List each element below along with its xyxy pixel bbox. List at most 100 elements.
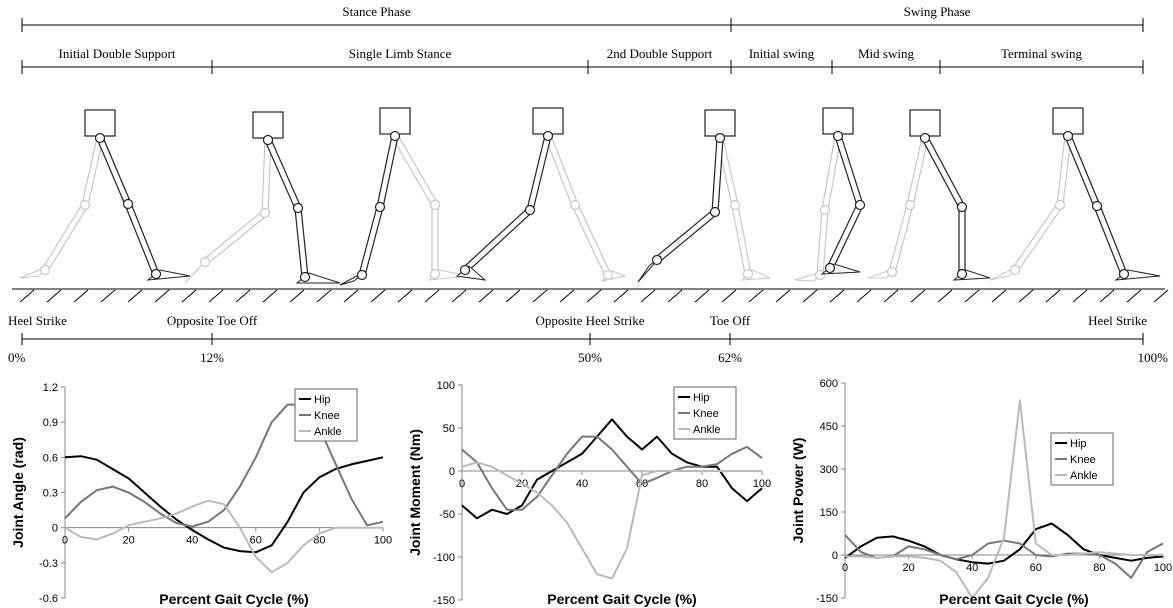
x-tick-label: 0 [459,478,465,490]
joint [429,199,441,211]
joint [374,201,386,213]
ground-hatch [19,289,35,303]
legend-label: Ankle [1070,470,1098,482]
limb [41,202,89,273]
joint [569,199,581,211]
limb [391,133,439,208]
ground-hatch [127,289,143,303]
joint [356,269,368,281]
limb [1064,134,1101,208]
head [1052,107,1084,135]
joint [39,264,51,276]
ground-hatch [883,289,899,303]
limb [431,204,439,275]
x-tick-label: 20 [122,535,134,547]
joint [956,268,968,280]
limb [1011,202,1064,273]
percent-label: 12% [200,350,224,365]
y-axis-label: Joint Angle (rad) [10,437,26,548]
joint [150,268,162,280]
joint [429,268,441,280]
limb [826,202,864,271]
legend-label: Ankle [693,424,721,436]
event-label: Toe Off [710,313,751,328]
ground-hatch [802,289,818,303]
ground-hatch [1153,289,1169,303]
ground-hatch [532,289,548,303]
x-tick-label: 40 [576,478,588,490]
joint [94,132,106,144]
head [252,111,284,139]
y-tick-label: -150 [816,593,838,605]
ground-hatch [424,289,440,303]
x-axis-label: Percent Gait Cycle (%) [159,591,308,607]
x-tick-label: 100 [1154,562,1172,574]
ground-hatch [667,289,683,303]
joint [814,269,826,281]
limb [376,134,399,209]
limb [571,202,612,278]
head [909,109,941,137]
y-tick-label: 150 [820,507,838,519]
y-tick-label: -0.6 [39,593,58,605]
ground-hatch [100,289,116,303]
joint [262,134,274,146]
legend-label: Knee [693,408,719,420]
phase-label: Terminal swing [1001,46,1083,61]
joint [299,271,311,283]
joint [459,264,471,276]
y-tick-label: -50 [439,509,455,521]
joint [1062,130,1074,142]
joint [1091,200,1103,212]
head [84,109,116,137]
x-tick-label: 80 [696,478,708,490]
x-tick-label: 60 [1030,562,1042,574]
series-line [64,499,383,574]
limb [81,136,104,207]
ground-hatch [1018,289,1034,303]
joint [79,199,91,211]
limb [544,134,579,207]
limb [1093,204,1128,276]
joint [389,130,401,142]
event-label: Heel Strike [8,313,67,328]
head [532,107,564,135]
joint [542,130,554,142]
percent-label: 62% [718,350,742,365]
limb [294,207,309,278]
ground-hatch [694,289,710,303]
ground-hatch [748,289,764,303]
x-axis-label: Percent Gait Cycle (%) [939,591,1088,607]
ground-hatch [1126,289,1142,303]
joint [742,268,754,280]
phase-label: Single Limb Stance [349,46,452,61]
joint [122,198,134,210]
phase-label: Mid swing [858,46,914,61]
series-line [844,522,1164,565]
joint [819,204,831,216]
joint [714,132,726,144]
joint [259,207,271,219]
ground-hatch [937,289,953,303]
phase-label: Stance Phase [342,4,410,19]
ground-hatch [73,289,89,303]
y-axis-label: Joint Moment (Nm) [407,429,423,556]
legend-label: Hip [314,394,331,406]
joint [292,202,304,214]
limb [731,203,752,276]
phase-label: Swing Phase [904,4,971,19]
y-tick-label: -100 [433,552,455,564]
ground-hatch [1072,289,1088,303]
series-line [64,403,384,528]
legend-label: Hip [1070,438,1087,450]
x-tick-label: 80 [1093,562,1105,574]
ground-hatch [991,289,1007,303]
y-tick-label: 0.9 [43,417,58,429]
event-label: Opposite Heel Strike [535,313,644,328]
y-tick-label: 50 [443,423,455,435]
limb [526,134,552,212]
percent-label: 0% [8,350,26,365]
legend-label: Ankle [314,426,342,438]
y-axis-label: Joint Power (W) [790,438,806,544]
